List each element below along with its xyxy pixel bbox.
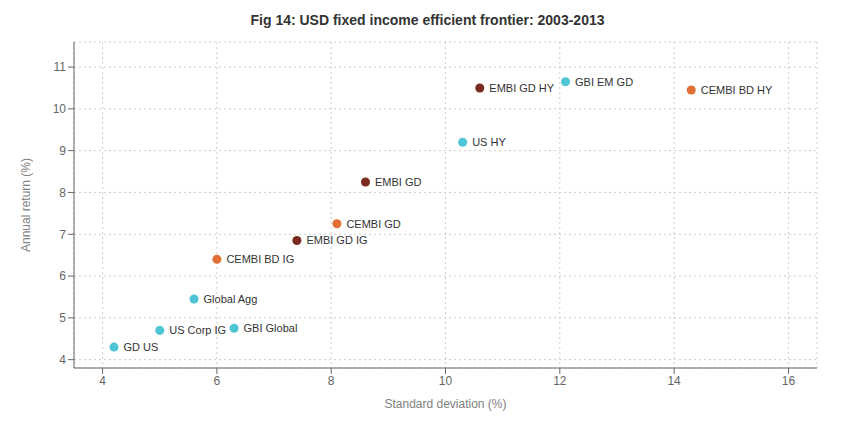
svg-text:4: 4 — [99, 374, 106, 388]
svg-text:US Corp IG: US Corp IG — [169, 324, 226, 336]
svg-text:16: 16 — [782, 374, 796, 388]
svg-text:US HY: US HY — [472, 136, 506, 148]
svg-text:11: 11 — [54, 60, 67, 74]
svg-text:CEMBI GD: CEMBI GD — [346, 218, 400, 230]
svg-text:9: 9 — [59, 144, 66, 158]
svg-text:4: 4 — [59, 353, 66, 367]
svg-text:7: 7 — [59, 228, 66, 242]
svg-text:12: 12 — [553, 374, 567, 388]
svg-text:EMBI GD IG: EMBI GD IG — [306, 234, 367, 246]
svg-text:GBI Global: GBI Global — [244, 322, 298, 334]
svg-text:CEMBI BD IG: CEMBI BD IG — [226, 253, 294, 265]
svg-text:EMBI GD HY: EMBI GD HY — [489, 82, 554, 94]
svg-text:GD US: GD US — [124, 341, 159, 353]
svg-text:Standard deviation (%): Standard deviation (%) — [384, 397, 506, 411]
html-text:Fig 14: USD fixed income effic: Fig 14: USD fixed income efficient front… — [250, 12, 605, 28]
svg-text:6: 6 — [214, 374, 221, 388]
svg-text:8: 8 — [328, 374, 335, 388]
svg-text:Annual return (%): Annual return (%) — [19, 158, 33, 252]
svg-text:Global Agg: Global Agg — [204, 293, 258, 305]
svg-text:14: 14 — [667, 374, 681, 388]
svg-text:8: 8 — [59, 186, 66, 200]
svg-text:10: 10 — [53, 102, 67, 116]
svg-text:EMBI GD: EMBI GD — [375, 176, 422, 188]
svg-text:CEMBI BD HY: CEMBI BD HY — [701, 84, 773, 96]
svg-text:5: 5 — [59, 311, 66, 325]
svg-text:6: 6 — [59, 269, 66, 283]
svg-text:10: 10 — [439, 374, 453, 388]
svg-text:GBI EM GD: GBI EM GD — [575, 76, 633, 88]
